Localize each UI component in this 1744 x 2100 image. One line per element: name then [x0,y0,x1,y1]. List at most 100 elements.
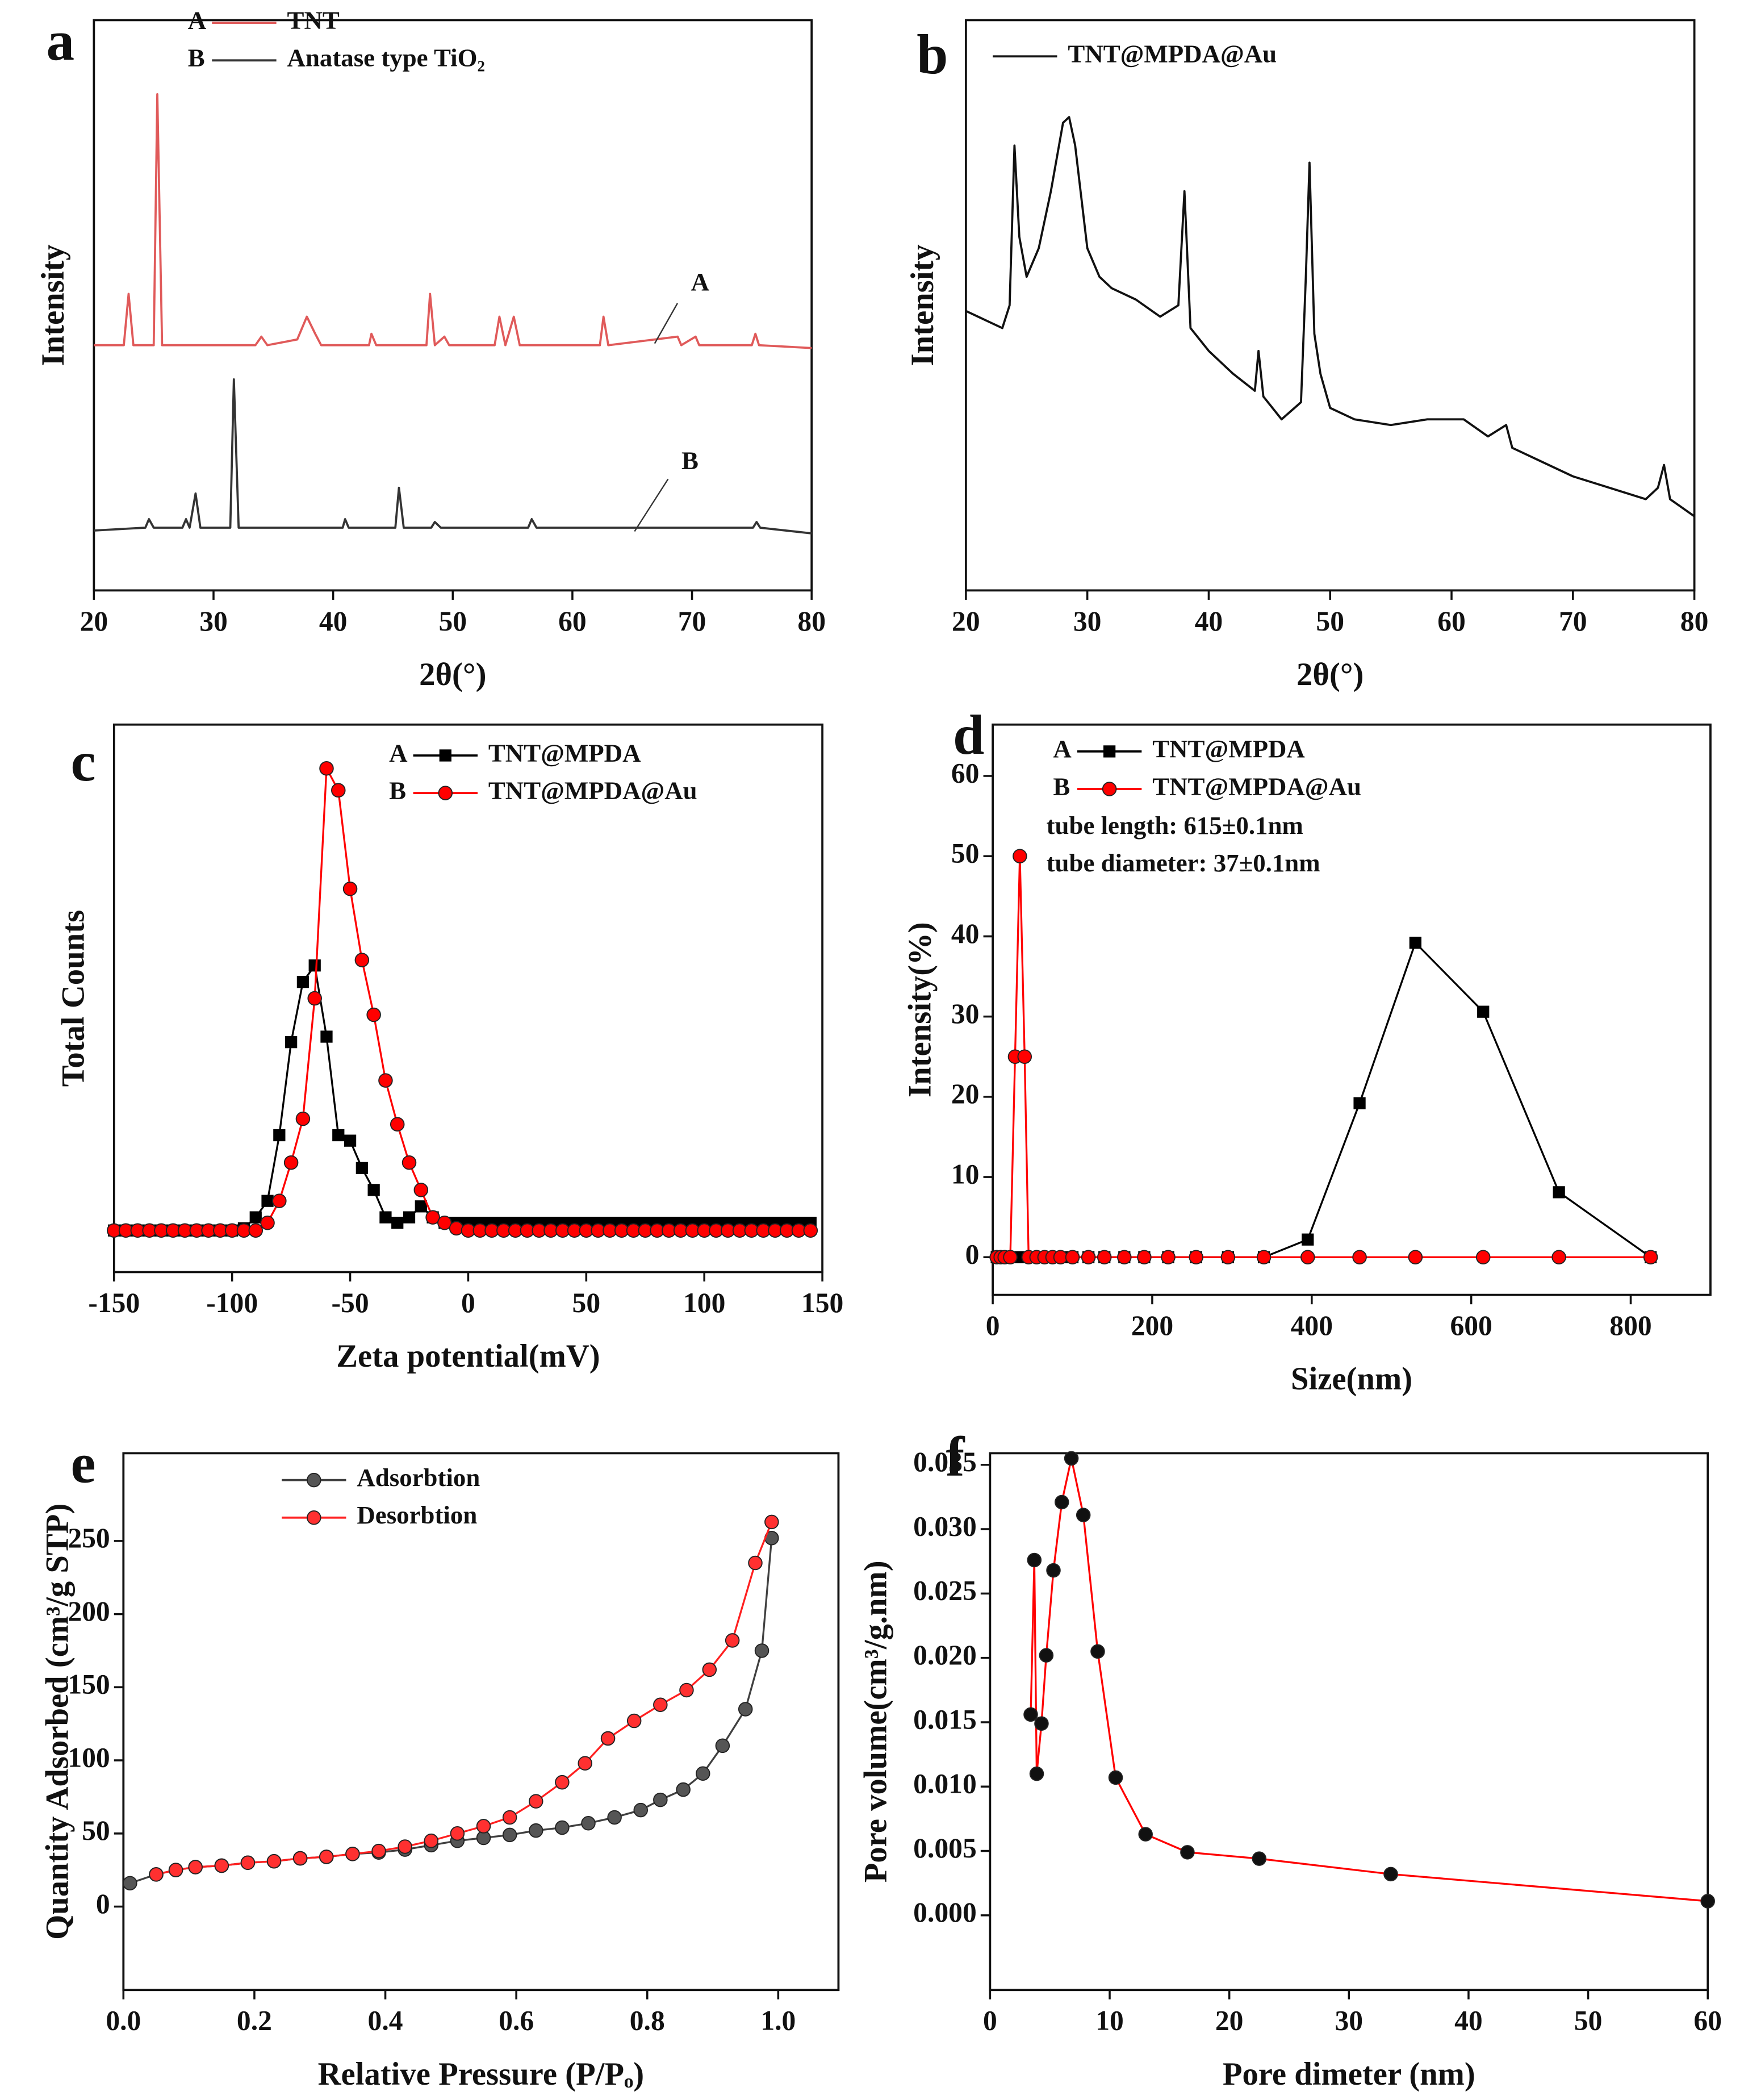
x-tick-label: 20 [80,606,108,637]
x-tick-label: 80 [1680,606,1709,637]
x-axis-label: Pore dimeter (nm) [1223,2056,1475,2092]
x-tick-label: 20 [952,606,980,637]
data-point [1053,1250,1068,1265]
data-point [748,1555,763,1571]
x-tick-label: -150 [88,1287,140,1318]
data-point [1117,1250,1132,1265]
data-point [1039,1648,1054,1663]
data-point [1064,1451,1079,1466]
legend-marker [1102,782,1117,796]
data-point [1252,1851,1267,1866]
x-axis-label: Relative Pressure (P/Pₒ) [318,2056,645,2092]
data-point [1383,1867,1398,1882]
data-point [308,959,321,972]
data-point [320,1030,333,1043]
data-point [168,1863,183,1877]
y-tick-label: 30 [951,998,980,1029]
x-tick-label: 50 [1316,606,1344,637]
y-tick-label: 0.025 [913,1575,977,1606]
x-tick-label: 800 [1609,1310,1651,1341]
annotation: B [681,446,699,474]
x-tick-label: 70 [678,606,706,637]
data-point [261,1195,274,1207]
data-point [296,976,310,988]
data-point [738,1702,753,1717]
data-point [1477,1005,1490,1018]
data-point [502,1810,517,1825]
data-point [1551,1250,1566,1265]
data-point [502,1827,517,1843]
data-point [1475,1250,1491,1265]
x-tick-label: 40 [319,606,348,637]
y-tick-label: 0 [96,1888,110,1919]
data-point [702,1662,717,1677]
y-axis-label: Intensity(%) [902,922,938,1097]
legend-marker [1103,745,1116,758]
data-point [1003,1250,1018,1265]
panel-label: d [953,704,984,766]
data-point [1189,1250,1203,1265]
annotation: A [691,268,710,296]
data-point [354,953,370,967]
panel-label: c [70,731,95,793]
data-point [249,1211,262,1224]
y-tick-label: 250 [68,1522,110,1554]
data-point [1700,1894,1715,1909]
data-point [331,783,346,798]
panel-label: e [70,1433,95,1494]
data-point [676,1782,691,1797]
annotation-leader [654,303,678,344]
x-tick-label: 50 [572,1287,601,1318]
panel-label: a [47,10,75,72]
y-axis-label: Intensity [905,244,940,366]
data-point [413,1183,429,1197]
data-point [1256,1250,1272,1265]
data-point [437,1215,452,1230]
legend-tag: A [188,6,207,34]
data-point [379,1211,392,1224]
series-line [94,378,812,535]
panel-label: b [917,24,948,86]
data-point [1076,1508,1091,1522]
x-tick-label: 0.2 [237,2005,272,2036]
y-tick-label: 0.005 [913,1832,977,1864]
annotation: tube length: 615±0.1nm [1047,811,1303,840]
legend-marker [438,786,453,800]
plot-frame [992,723,1712,1296]
x-tick-label: 200 [1131,1310,1173,1341]
data-point [679,1682,694,1698]
data-point [367,1184,380,1196]
legend-label: Adsorbtion [357,1463,480,1492]
x-tick-label: 60 [1437,606,1466,637]
data-point [248,1223,264,1238]
data-point [450,1826,465,1841]
data-point [345,1847,360,1861]
y-axis-label: Intensity [35,244,71,366]
data-point [425,1210,440,1225]
data-point [307,991,322,1006]
data-point [725,1633,740,1648]
data-point [1353,1097,1366,1109]
legend-tag: A [1053,734,1072,763]
data-point [1029,1766,1044,1781]
data-point [292,1851,308,1866]
y-tick-label: 50 [951,838,980,869]
data-point [415,1200,427,1213]
y-tick-label: 100 [68,1742,110,1773]
legend-tag: B [1053,772,1070,800]
legend-label: TNT@MPDA@Au [1068,40,1277,68]
data-point [528,1823,543,1838]
data-point [581,1816,596,1831]
data-point [295,1111,311,1126]
data-point [266,1853,282,1869]
series-line [114,965,811,1231]
legend-marker [307,1472,321,1488]
y-tick-label: 0.000 [913,1897,977,1928]
x-tick-label: 30 [199,606,228,637]
x-tick-label: -100 [206,1287,258,1318]
plot-frame [93,19,813,592]
plot-frame [964,19,1696,592]
y-tick-label: 20 [951,1078,980,1109]
data-point [371,1843,386,1859]
